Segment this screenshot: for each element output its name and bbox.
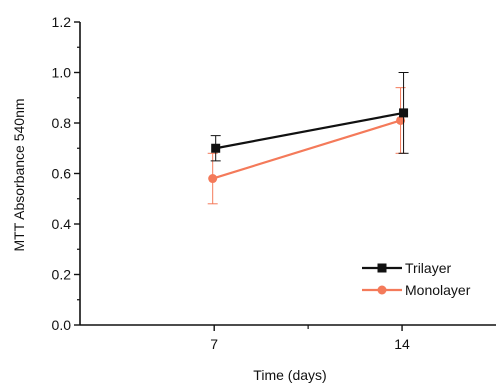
legend-marker-trilayer (377, 263, 387, 273)
x-tick-label: 7 (210, 336, 218, 352)
trilayer-point (399, 108, 409, 118)
trilayer-line (215, 111, 404, 150)
x-tick-label: 14 (394, 336, 410, 352)
legend-marker-monolayer (377, 285, 387, 295)
monolayer-point (396, 115, 406, 125)
series-layer (207, 72, 409, 205)
y-tick-label: 0.6 (52, 166, 72, 182)
y-tick-label: 1.2 (52, 14, 72, 30)
legend-label-trilayer: Trilayer (405, 260, 451, 276)
axes: 0.0 0.2 0.4 0.6 0.8 1.0 1.2 7 14 (52, 14, 496, 352)
y-tick-label: 0.2 (52, 267, 72, 283)
legend: Trilayer Monolayer (362, 260, 471, 298)
y-tick-label: 0.0 (52, 317, 72, 333)
trilayer-point (211, 143, 221, 153)
legend-label-monolayer: Monolayer (405, 282, 471, 298)
y-axis-title: MTT Absorbance 540nm (11, 98, 27, 251)
x-axis-title: Time (days) (253, 367, 326, 383)
monolayer-point (208, 174, 218, 184)
series-monolayer (207, 87, 406, 205)
series-trilayer (210, 72, 409, 162)
legend-item-monolayer: Monolayer (362, 282, 471, 298)
y-tick-label: 0.8 (52, 115, 72, 131)
legend-item-trilayer: Trilayer (362, 260, 451, 276)
monolayer-line (212, 119, 401, 180)
y-tick-label: 0.4 (52, 216, 72, 232)
y-tick-label: 1.0 (52, 65, 72, 81)
